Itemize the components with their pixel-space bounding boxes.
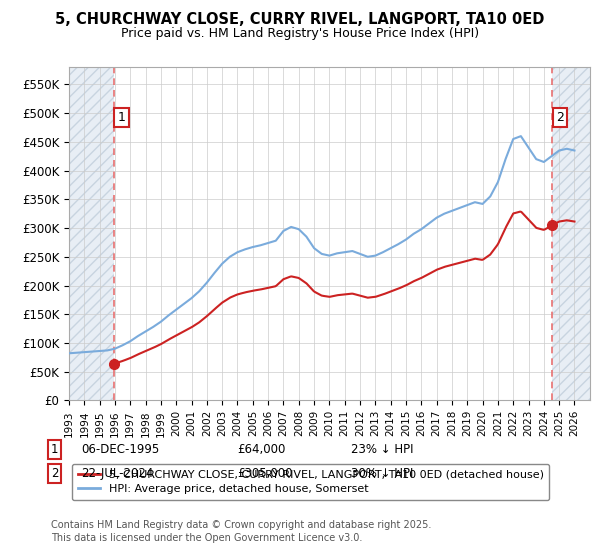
- Text: £64,000: £64,000: [237, 442, 286, 456]
- Text: 1: 1: [51, 442, 59, 456]
- Text: 06-DEC-1995: 06-DEC-1995: [81, 442, 159, 456]
- Text: £305,000: £305,000: [237, 466, 293, 480]
- Bar: [553, 67, 590, 400]
- Text: 2: 2: [51, 466, 59, 480]
- Text: 22-JUL-2024: 22-JUL-2024: [81, 466, 154, 480]
- Text: 1: 1: [118, 111, 125, 124]
- Legend: 5, CHURCHWAY CLOSE, CURRY RIVEL, LANGPORT, TA10 0ED (detached house), HPI: Avera: 5, CHURCHWAY CLOSE, CURRY RIVEL, LANGPOR…: [72, 464, 549, 500]
- Bar: [69, 67, 113, 400]
- Text: Contains HM Land Registry data © Crown copyright and database right 2025.
This d: Contains HM Land Registry data © Crown c…: [51, 520, 431, 543]
- Text: 5, CHURCHWAY CLOSE, CURRY RIVEL, LANGPORT, TA10 0ED: 5, CHURCHWAY CLOSE, CURRY RIVEL, LANGPOR…: [55, 12, 545, 27]
- Bar: [553, 67, 590, 400]
- Text: 23% ↓ HPI: 23% ↓ HPI: [351, 442, 413, 456]
- Text: 2: 2: [556, 111, 564, 124]
- Bar: [69, 67, 113, 400]
- Text: 30% ↓ HPI: 30% ↓ HPI: [351, 466, 413, 480]
- Text: Price paid vs. HM Land Registry's House Price Index (HPI): Price paid vs. HM Land Registry's House …: [121, 27, 479, 40]
